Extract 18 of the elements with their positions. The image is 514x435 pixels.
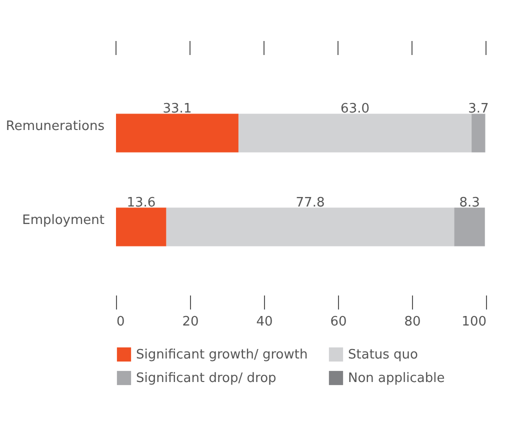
legend-label: Non applicable	[348, 371, 445, 386]
x-tick-label: 20	[182, 314, 199, 330]
data-label: 13.6	[126, 196, 156, 211]
y-tick-label: Employment	[22, 212, 104, 228]
x-tick-label: 60	[330, 314, 347, 330]
x-tick-label: 100	[462, 314, 486, 330]
data-label: 8.3	[459, 196, 480, 211]
data-label: 33.1	[162, 102, 192, 117]
legend-label: Significant drop/ drop	[136, 371, 276, 386]
legend-label: Status quo	[348, 347, 418, 362]
y-tick-label: Remunerations	[6, 119, 105, 134]
x-tick-label: 0	[116, 314, 125, 330]
x-tick-label: 80	[404, 314, 421, 330]
x-tick-label: 40	[256, 314, 273, 330]
legend-label: Significant growth/ growth	[136, 347, 308, 362]
data-label: 77.8	[296, 196, 325, 211]
data-label: 63.0	[340, 102, 370, 117]
data-label: 3.7	[468, 102, 489, 117]
